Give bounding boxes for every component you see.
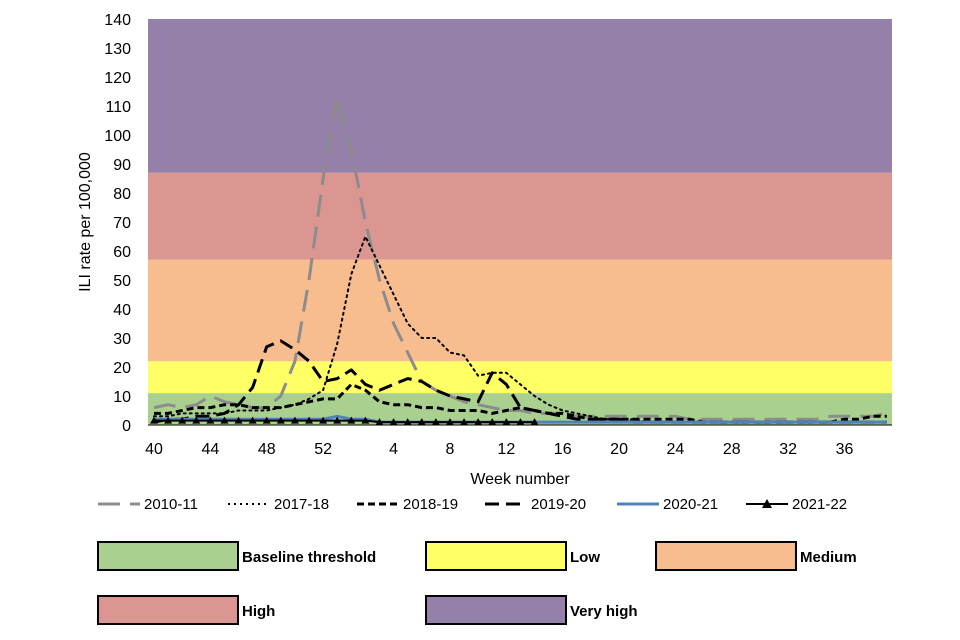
threshold-bands bbox=[148, 19, 892, 425]
series-marker-2021-22 bbox=[234, 416, 243, 424]
y-tick-label: 140 bbox=[104, 12, 131, 29]
legend-label-2010-11: 2010-11 bbox=[144, 496, 198, 513]
series-marker-2021-22 bbox=[192, 416, 201, 424]
series-marker-2021-22 bbox=[206, 416, 215, 424]
series-marker-2021-22 bbox=[347, 416, 356, 424]
x-tick-label: 52 bbox=[314, 441, 332, 458]
y-tick-label: 20 bbox=[113, 360, 131, 377]
series-marker-2021-22 bbox=[460, 418, 469, 426]
y-tick-label: 100 bbox=[104, 128, 131, 145]
legend-marker-2021-22 bbox=[762, 499, 772, 508]
zone-swatch-baseline-threshold bbox=[97, 541, 239, 571]
series-marker-2021-22 bbox=[403, 418, 412, 426]
zone-label-very-high: Very high bbox=[570, 603, 638, 620]
series-marker-2021-22 bbox=[389, 418, 398, 426]
legend-label-2020-21: 2020-21 bbox=[663, 496, 718, 513]
series-legend: 2010-11 2017-18 2018-19 2019-20 2020-21 2021-… bbox=[98, 496, 847, 513]
series-lines bbox=[150, 95, 888, 426]
x-tick-label: 32 bbox=[779, 441, 797, 458]
series-marker-2021-22 bbox=[290, 416, 299, 424]
series-marker-2021-22 bbox=[305, 416, 314, 424]
y-tick-label: 70 bbox=[113, 215, 131, 232]
legend-label-2018-19: 2018-19 bbox=[403, 496, 458, 513]
y-tick-label: 130 bbox=[104, 41, 131, 58]
zone-swatch-high bbox=[97, 595, 239, 625]
x-tick-label: 12 bbox=[497, 441, 515, 458]
zone-label-baseline-threshold: Baseline threshold bbox=[242, 549, 376, 566]
series-marker-2021-22 bbox=[375, 418, 384, 426]
x-axis-title: Week number bbox=[470, 471, 570, 488]
series-marker-2021-22 bbox=[150, 416, 158, 424]
zone-label-low: Low bbox=[570, 549, 600, 566]
band-high bbox=[148, 172, 892, 260]
series-marker-2021-22 bbox=[488, 418, 497, 426]
series-marker-2021-22 bbox=[530, 418, 539, 426]
y-tick-label: 90 bbox=[113, 157, 131, 174]
zone-label-medium: Medium bbox=[800, 549, 857, 566]
series-marker-2021-22 bbox=[361, 416, 370, 424]
y-tick-label: 50 bbox=[113, 273, 131, 290]
x-tick-label: 8 bbox=[446, 441, 455, 458]
x-tick-label: 36 bbox=[836, 441, 854, 458]
y-tick-label: 40 bbox=[113, 302, 131, 319]
x-tick-label: 44 bbox=[201, 441, 219, 458]
y-axis-title: ILI rate per 100,000 bbox=[77, 152, 94, 292]
series-marker-2021-22 bbox=[474, 418, 483, 426]
y-tick-label: 30 bbox=[113, 331, 131, 348]
y-tick-label: 80 bbox=[113, 186, 131, 203]
series-marker-2021-22 bbox=[417, 418, 426, 426]
x-tick-label: 28 bbox=[723, 441, 741, 458]
band-low bbox=[148, 361, 892, 394]
band-very-high bbox=[148, 19, 892, 173]
y-tick-label: 60 bbox=[113, 244, 131, 261]
series-line-2010-11 bbox=[153, 95, 888, 421]
series-marker-2021-22 bbox=[262, 416, 271, 424]
y-tick-label: 10 bbox=[113, 389, 131, 406]
x-tick-label: 20 bbox=[610, 441, 628, 458]
series-marker-2021-22 bbox=[445, 418, 454, 426]
series-marker-2021-22 bbox=[220, 416, 229, 424]
series-marker-2021-22 bbox=[178, 416, 187, 424]
series-marker-2021-22 bbox=[276, 416, 285, 424]
y-tick-label: 110 bbox=[105, 99, 131, 116]
zone-swatch-medium bbox=[655, 541, 797, 571]
series-marker-2021-22 bbox=[333, 416, 342, 424]
x-tick-label: 48 bbox=[258, 441, 276, 458]
y-tick-label: 120 bbox=[104, 70, 131, 87]
series-marker-2021-22 bbox=[502, 418, 511, 426]
series-marker-2021-22 bbox=[319, 416, 328, 424]
series-line-2021-22 bbox=[154, 419, 535, 424]
x-tick-label: 4 bbox=[389, 441, 398, 458]
band-medium bbox=[148, 259, 892, 362]
series-marker-2021-22 bbox=[516, 418, 525, 426]
x-tick-label: 40 bbox=[145, 441, 163, 458]
x-axis-ticks: 40 44 48 52 4 8 12 16 20 24 28 32 36 bbox=[145, 441, 853, 458]
series-marker-2021-22 bbox=[164, 416, 173, 424]
legend-label-2019-20: 2019-20 bbox=[531, 496, 586, 513]
x-tick-label: 16 bbox=[554, 441, 572, 458]
legend-label-2017-18: 2017-18 bbox=[274, 496, 329, 513]
zone-swatch-low bbox=[425, 541, 567, 571]
x-tick-label: 24 bbox=[667, 441, 685, 458]
series-marker-2021-22 bbox=[431, 418, 440, 426]
y-tick-label: 0 bbox=[122, 418, 131, 435]
zone-label-high: High bbox=[242, 603, 275, 620]
zone-legend: Baseline threshold Low Medium High Very high bbox=[97, 541, 857, 625]
y-axis-ticks: 0 10 20 30 40 50 60 70 80 90 100 110 120 130 140 bbox=[104, 12, 131, 435]
series-marker-2021-22 bbox=[248, 416, 257, 424]
zone-swatch-very-high bbox=[425, 595, 567, 625]
legend-label-2021-22: 2021-22 bbox=[792, 496, 847, 513]
